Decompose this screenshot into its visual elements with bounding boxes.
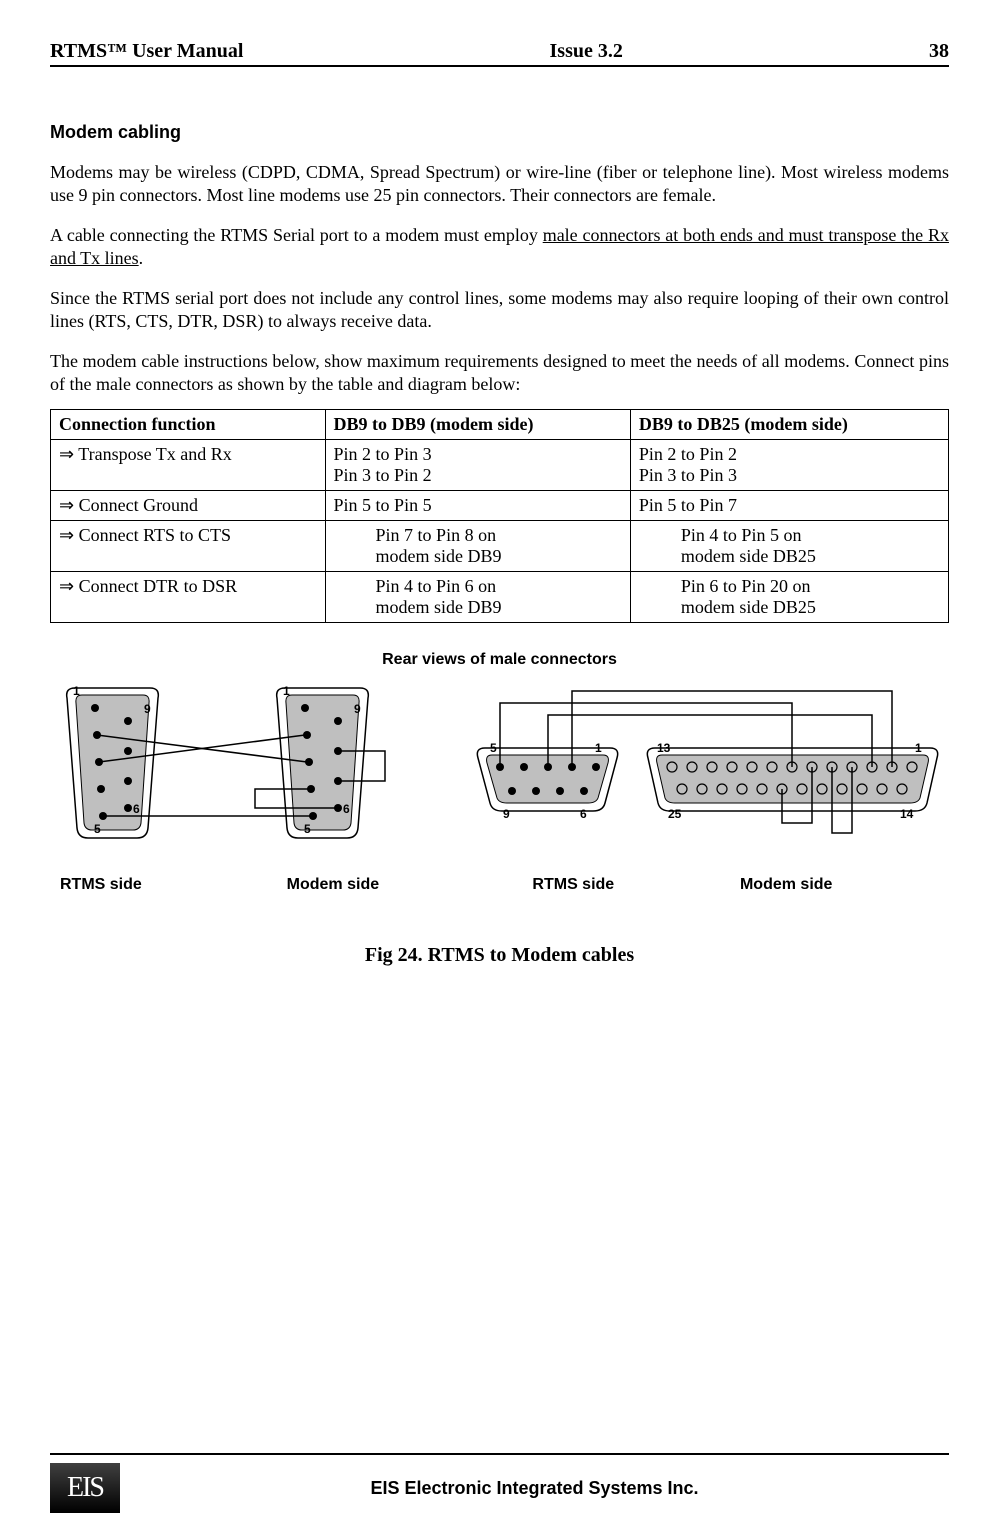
cell-function: ⇒ Connect DTR to DSR — [51, 572, 326, 623]
svg-text:1: 1 — [283, 684, 290, 698]
header-divider — [50, 65, 949, 67]
cell-function: ⇒ Transpose Tx and Rx — [51, 440, 326, 491]
svg-text:6: 6 — [343, 802, 350, 816]
label-rtms-left: RTMS side — [60, 876, 180, 894]
col-header-db9: DB9 to DB9 (modem side) — [325, 410, 630, 440]
cell-db9: Pin 5 to Pin 5 — [325, 491, 630, 521]
svg-text:9: 9 — [144, 702, 151, 716]
para2-pre: A cable connecting the RTMS Serial port … — [50, 225, 543, 245]
cell-function: ⇒ Connect RTS to CTS — [51, 521, 326, 572]
svg-text:9: 9 — [503, 807, 510, 821]
svg-text:13: 13 — [657, 741, 671, 755]
cell-function: ⇒ Connect Ground — [51, 491, 326, 521]
cell-db9: Pin 4 to Pin 6 onmodem side DB9 — [325, 572, 630, 623]
page-footer: EIS EIS Electronic Integrated Systems In… — [50, 1453, 949, 1513]
page-header: RTMS™ User Manual Issue 3.2 38 — [50, 40, 949, 63]
cell-db25: Pin 6 to Pin 20 onmodem side DB25 — [630, 572, 948, 623]
label-rtms-right: RTMS side — [513, 876, 633, 894]
col-header-db25: DB9 to DB25 (modem side) — [630, 410, 948, 440]
svg-text:1: 1 — [915, 741, 922, 755]
diagram-title: Rear views of male connectors — [50, 651, 949, 669]
svg-text:25: 25 — [668, 807, 682, 821]
figure-caption: Fig 24. RTMS to Modem cables — [50, 944, 949, 967]
connectors-diagram: 1 9 5 6 1 9 5 6 — [50, 673, 950, 863]
logo-icon: EIS — [50, 1463, 120, 1513]
diagram-section: Rear views of male connectors 1 9 5 6 — [50, 651, 949, 894]
svg-text:6: 6 — [580, 807, 587, 821]
footer-divider — [50, 1453, 949, 1455]
svg-text:9: 9 — [354, 702, 361, 716]
cell-db25: Pin 5 to Pin 7 — [630, 491, 948, 521]
svg-text:5: 5 — [94, 822, 101, 836]
cell-db25: Pin 4 to Pin 5 onmodem side DB25 — [630, 521, 948, 572]
table-row: ⇒ Connect DTR to DSRPin 4 to Pin 6 onmod… — [51, 572, 949, 623]
svg-text:1: 1 — [595, 741, 602, 755]
para2-post: . — [139, 248, 144, 268]
footer-company: EIS Electronic Integrated Systems Inc. — [120, 1478, 949, 1499]
cell-db9: Pin 7 to Pin 8 onmodem side DB9 — [325, 521, 630, 572]
svg-text:6: 6 — [133, 802, 140, 816]
cell-db9: Pin 2 to Pin 3Pin 3 to Pin 2 — [325, 440, 630, 491]
section-heading: Modem cabling — [50, 122, 949, 143]
label-modem-left: Modem side — [287, 876, 407, 894]
svg-text:1: 1 — [73, 684, 80, 698]
header-left: RTMS™ User Manual — [50, 40, 243, 63]
svg-text:5: 5 — [304, 822, 311, 836]
table-row: ⇒ Connect GroundPin 5 to Pin 5Pin 5 to P… — [51, 491, 949, 521]
label-modem-right: Modem side — [740, 876, 940, 894]
col-header-function: Connection function — [51, 410, 326, 440]
connection-table: Connection function DB9 to DB9 (modem si… — [50, 409, 949, 623]
header-right: 38 — [929, 40, 949, 63]
table-row: ⇒ Transpose Tx and RxPin 2 to Pin 3Pin 3… — [51, 440, 949, 491]
paragraph-2: A cable connecting the RTMS Serial port … — [50, 224, 949, 269]
header-center: Issue 3.2 — [550, 40, 623, 63]
paragraph-4: The modem cable instructions below, show… — [50, 350, 949, 395]
diagram-labels: RTMS side Modem side RTMS side Modem sid… — [50, 876, 940, 894]
cell-db25: Pin 2 to Pin 2Pin 3 to Pin 3 — [630, 440, 948, 491]
table-row: ⇒ Connect RTS to CTSPin 7 to Pin 8 onmod… — [51, 521, 949, 572]
svg-text:14: 14 — [900, 807, 914, 821]
paragraph-1: Modems may be wireless (CDPD, CDMA, Spre… — [50, 161, 949, 206]
paragraph-3: Since the RTMS serial port does not incl… — [50, 287, 949, 332]
svg-text:5: 5 — [490, 741, 497, 755]
